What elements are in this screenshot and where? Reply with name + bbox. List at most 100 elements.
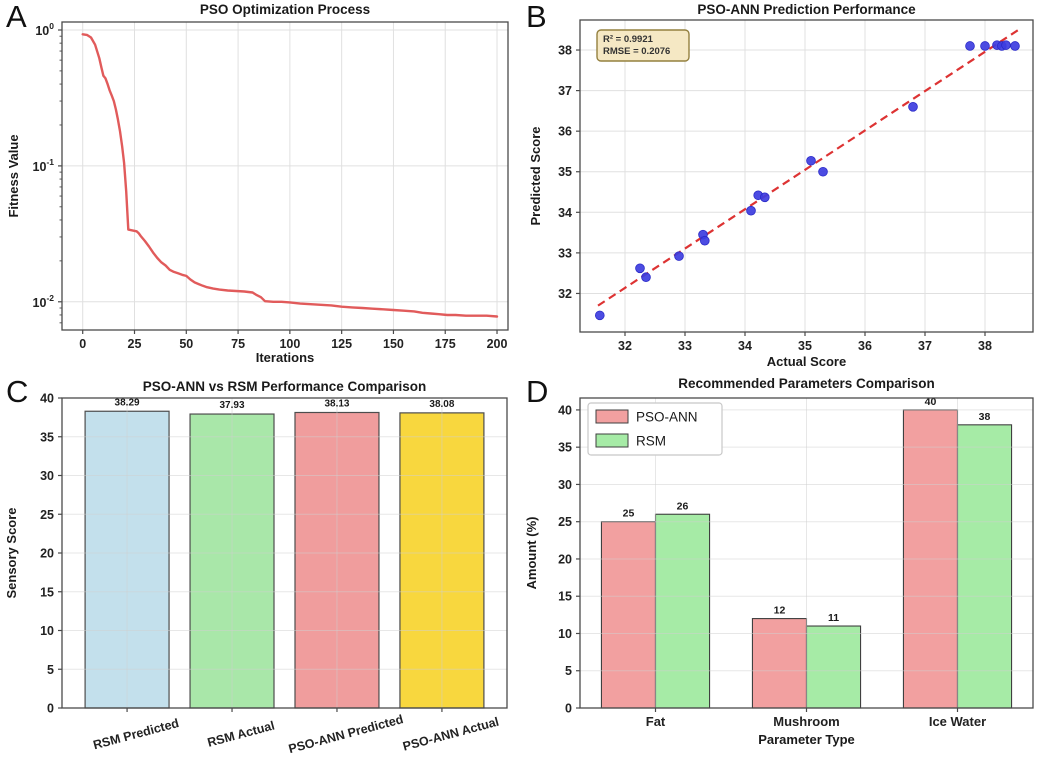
chart-title: PSO-ANN vs RSM Performance Comparison bbox=[143, 379, 427, 394]
y-tick-label: 25 bbox=[558, 515, 572, 529]
y-tick-label: 37 bbox=[558, 84, 572, 98]
rmse-label: RMSE = 0.2076 bbox=[603, 46, 670, 57]
legend-label-rsm: RSM bbox=[636, 434, 666, 449]
y-tick-label: 0 bbox=[565, 702, 572, 716]
x-tick-label: 100 bbox=[279, 337, 300, 351]
data-point bbox=[641, 272, 651, 283]
data-point bbox=[674, 251, 684, 261]
chart-title: PSO-ANN Prediction Performance bbox=[697, 2, 916, 17]
x-axis-label: Parameter Type bbox=[758, 732, 855, 747]
x-tick-label: 32 bbox=[618, 339, 632, 353]
chart-title: PSO Optimization Process bbox=[200, 2, 370, 17]
data-point bbox=[965, 41, 975, 51]
y-tick-label: 38 bbox=[558, 44, 572, 58]
chart-title: Recommended Parameters Comparison bbox=[678, 376, 935, 391]
y-tick-label: 10 bbox=[40, 624, 54, 638]
y-tick-label: 10 bbox=[558, 627, 572, 641]
y-axis-label: Sensory Score bbox=[4, 507, 19, 598]
bar-value-label: 40 bbox=[925, 396, 937, 408]
y-tick-label: 15 bbox=[558, 590, 572, 604]
y-tick-label: 5 bbox=[565, 664, 572, 678]
bar-value-label: 26 bbox=[677, 500, 689, 512]
chart-performance-comparison: 38.29 37.93 38.13 38.08 0 5 10 15 20 25 30 35 40 RSM … bbox=[4, 379, 508, 756]
x-tick-label: 150 bbox=[383, 337, 404, 351]
y-tick-label: 40 bbox=[558, 403, 572, 417]
data-point bbox=[746, 205, 756, 216]
panel-letter-c: C bbox=[6, 374, 29, 409]
y-tick-label: 32 bbox=[558, 287, 572, 301]
tspan: 0 bbox=[49, 21, 54, 31]
bar-value-label: 38.13 bbox=[324, 398, 349, 409]
legend-swatch-pso-ann bbox=[595, 409, 629, 424]
x-tick-label: 36 bbox=[858, 339, 872, 353]
bar-value-label: 25 bbox=[623, 508, 635, 520]
tspan: -2 bbox=[46, 293, 54, 303]
stats-annotation-box bbox=[596, 29, 690, 62]
chart-prediction-performance: 32 33 34 35 36 37 38 32 33 34 35 36 37 38 R² = 0.9921R… bbox=[528, 2, 1034, 369]
x-tick-label: 75 bbox=[231, 337, 245, 351]
y-tick-label: 35 bbox=[40, 430, 54, 444]
y-axis-label: Predicted Score bbox=[528, 127, 543, 226]
y-tick-label: 34 bbox=[558, 206, 572, 220]
fitness-curve bbox=[81, 33, 499, 318]
data-point bbox=[595, 310, 605, 321]
bar-value-label: 11 bbox=[828, 612, 839, 624]
y-tick-label: 5 bbox=[47, 663, 54, 677]
x-tick-label: 200 bbox=[487, 337, 508, 351]
data-point bbox=[635, 263, 645, 274]
bar-rsm-mushroom bbox=[805, 625, 862, 709]
y-tick-label: 10-1 bbox=[33, 157, 55, 174]
panel-a: 0 25 50 75 100 125 150 175 200 100 10-1 10-2 PSO Opt… bbox=[0, 0, 520, 375]
y-axis-label: Amount (%) bbox=[524, 517, 539, 590]
x-tick-label: 125 bbox=[331, 337, 352, 351]
x-tick-label: Mushroom bbox=[773, 714, 839, 729]
axes-box bbox=[61, 21, 509, 331]
panel-letter-a: A bbox=[6, 0, 27, 34]
x-tick-label: 37 bbox=[918, 339, 932, 353]
y-tick-label: 10-2 bbox=[33, 293, 55, 310]
x-axis-label: Iterations bbox=[256, 350, 315, 365]
x-tick-label: Fat bbox=[646, 714, 666, 729]
panel-letter-b: B bbox=[526, 0, 547, 34]
r-squared-label: R² = 0.9921 bbox=[603, 34, 654, 45]
y-tick-label: 15 bbox=[40, 585, 54, 599]
x-tick-label: 0 bbox=[79, 337, 86, 351]
tspan: 10 bbox=[35, 24, 49, 38]
y-tick-label: 35 bbox=[558, 441, 572, 455]
bar-value-label: 12 bbox=[774, 605, 786, 617]
x-tick-label: Ice Water bbox=[929, 714, 986, 729]
bar-value-label: 38.08 bbox=[429, 399, 454, 410]
y-tick-label: 100 bbox=[35, 21, 54, 38]
x-tick-label: PSO-ANN Actual bbox=[401, 715, 500, 754]
x-tick-label: RSM Predicted bbox=[92, 716, 181, 752]
panel-letter-d: D bbox=[526, 374, 549, 409]
data-point bbox=[818, 166, 828, 177]
y-tick-label: 20 bbox=[40, 547, 54, 561]
tspan: 10 bbox=[33, 296, 47, 310]
data-point bbox=[1010, 41, 1020, 51]
chart-parameters-comparison: 25 12 40 26 11 38 0 5 10 15 20 25 30 35 40 Fat Mushroom I… bbox=[524, 376, 1034, 747]
y-tick-label: 25 bbox=[40, 508, 54, 522]
legend-label-pso-ann: PSO-ANN bbox=[636, 410, 698, 425]
data-point bbox=[1001, 40, 1011, 50]
panel-c: 38.29 37.93 38.13 38.08 0 5 10 15 20 25 30 35 40 RSM … bbox=[0, 374, 520, 767]
bar-pso-ann-fat bbox=[600, 521, 657, 709]
y-tick-label: 30 bbox=[40, 469, 54, 483]
bar-value-label: 38 bbox=[979, 411, 991, 423]
y-tick-label: 40 bbox=[40, 392, 54, 406]
data-point bbox=[806, 155, 816, 166]
bar-rsm-ice-water bbox=[956, 424, 1013, 709]
x-tick-label: 34 bbox=[738, 339, 752, 353]
y-tick-label: 36 bbox=[558, 125, 572, 139]
panel-b: 32 33 34 35 36 37 38 32 33 34 35 36 37 38 R² = 0.9921 R… bbox=[520, 0, 1041, 375]
x-tick-label: RSM Actual bbox=[206, 718, 276, 749]
data-point bbox=[980, 41, 990, 51]
bar-pso-ann-mushroom bbox=[751, 618, 808, 709]
y-tick-label: 33 bbox=[558, 246, 572, 260]
x-axis-label: Actual Score bbox=[767, 354, 846, 369]
tspan: 10 bbox=[33, 160, 47, 174]
tspan: -1 bbox=[46, 157, 54, 167]
x-tick-label: 33 bbox=[678, 339, 692, 353]
data-point bbox=[700, 235, 710, 246]
